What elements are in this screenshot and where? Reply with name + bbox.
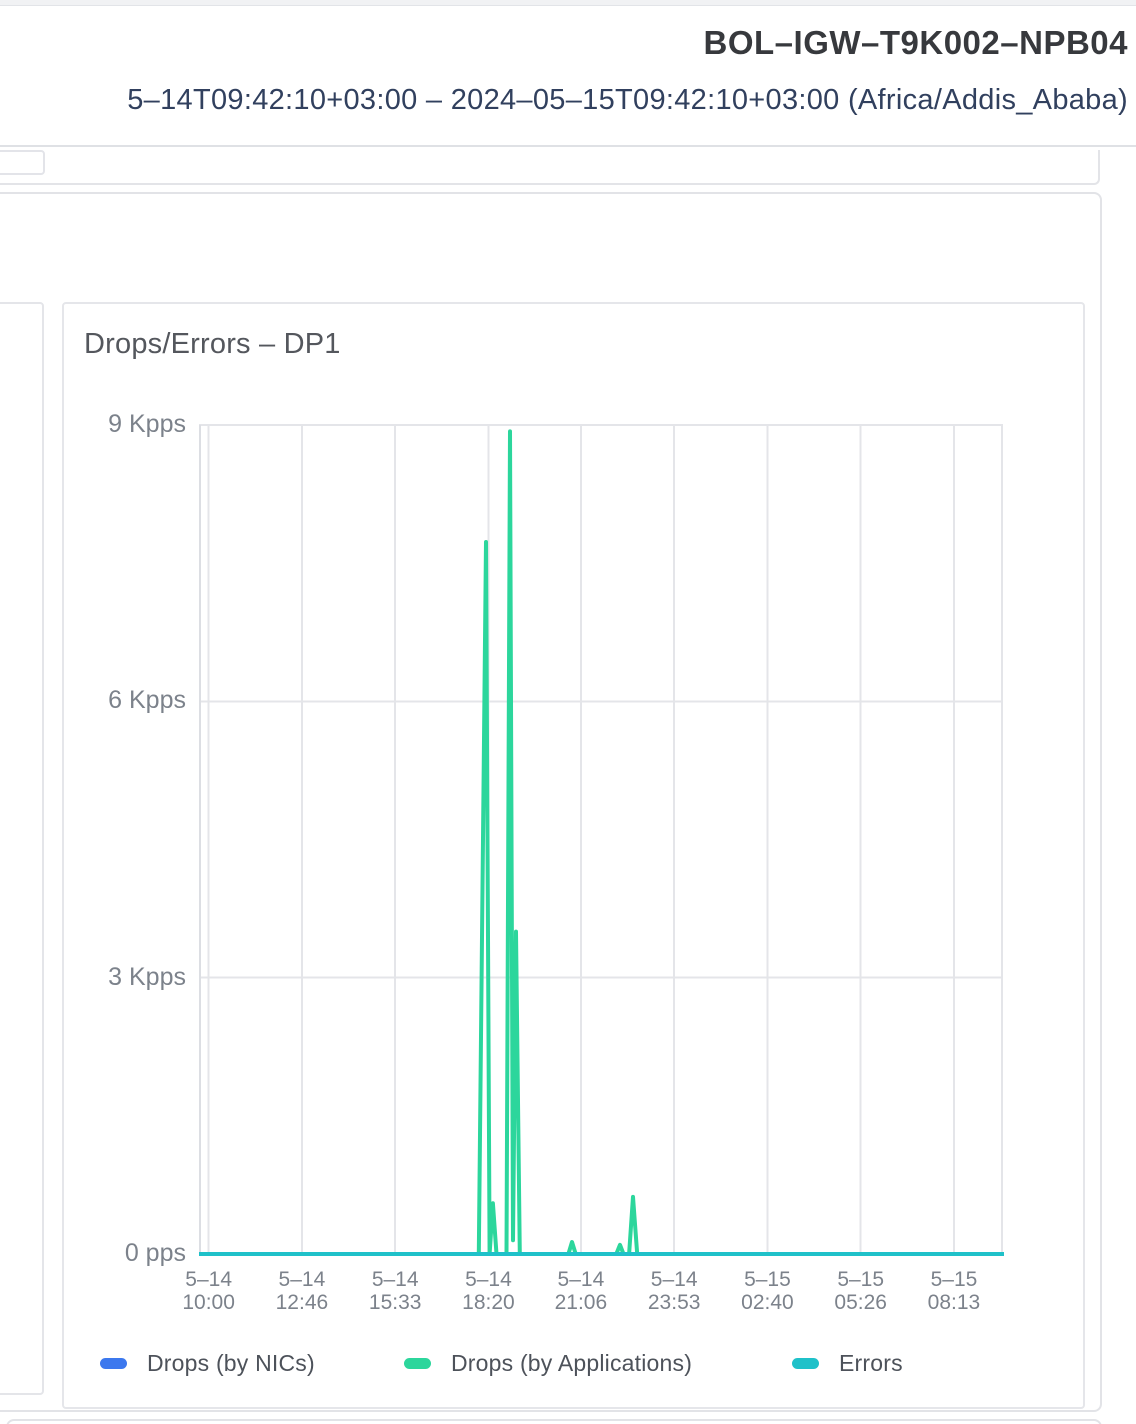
x-tick-label: 5–14 21:06 [554,1268,608,1314]
series-drops-by-applications- [199,429,1004,1256]
legend-label: Drops (by Applications) [451,1349,693,1376]
legend-swatch [792,1357,819,1369]
legend-swatch [404,1357,431,1369]
next-card-top-edge [6,1419,1102,1424]
chart-title: Drops/Errors – DP1 [84,328,341,360]
toolbar-card [0,150,1100,185]
chart-plot-area[interactable] [199,423,1004,1257]
legend-label: Drops (by NICs) [147,1349,315,1376]
x-tick-label: 5–14 15:33 [368,1268,422,1314]
header-divider [0,145,1136,147]
time-range-label: 5–14T09:42:10+03:00 – 2024–05–15T09:42:1… [127,84,1128,116]
page-title: BOL–IGW–T9K002–NPB04 [703,24,1128,61]
y-tick-label: 0 pps [124,1239,186,1267]
x-tick-label: 5–14 10:00 [182,1268,235,1314]
x-tick-label: 5–15 02:40 [741,1268,794,1314]
y-tick-label: 9 Kpps [108,410,186,438]
cropped-control-box[interactable] [0,150,45,175]
y-tick-label: 6 Kpps [108,686,186,715]
x-tick-label: 5–15 05:26 [834,1268,887,1314]
y-tick-label: 3 Kpps [108,962,186,991]
legend-label: Errors [839,1349,903,1376]
top-toolbar-edge [0,0,1136,6]
left-chart-card-cropped [0,302,44,1395]
legend-item-drops-by-nics-[interactable]: Drops (by NICs) [100,1348,315,1378]
x-tick-label: 5–15 08:13 [927,1268,981,1314]
legend-item-errors[interactable]: Errors [792,1348,903,1378]
x-tick-label: 5–14 23:53 [647,1268,701,1314]
x-tick-label: 5–14 18:20 [462,1268,515,1314]
legend-swatch [100,1357,127,1369]
legend-item-drops-by-applications-[interactable]: Drops (by Applications) [404,1348,692,1378]
drops-errors-chart-card [62,302,1085,1409]
x-tick-label: 5–14 12:46 [275,1268,329,1314]
